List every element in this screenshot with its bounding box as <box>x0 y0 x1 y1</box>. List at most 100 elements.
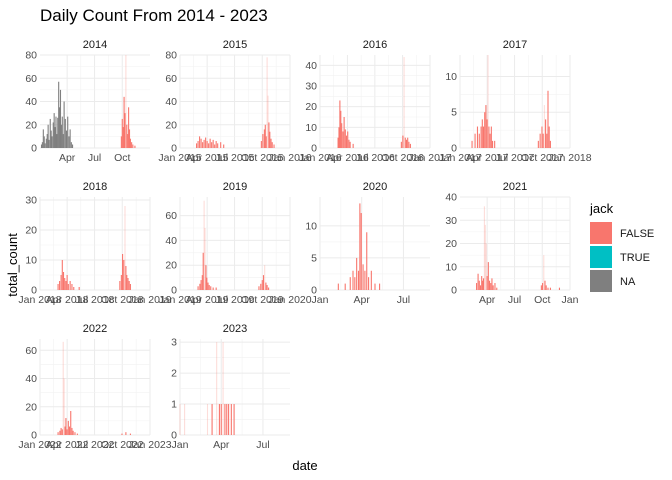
bar <box>65 418 67 435</box>
y-tick-label: 40 <box>305 60 317 72</box>
legend-key-false <box>590 222 612 244</box>
bar <box>206 277 208 290</box>
bar <box>68 426 71 435</box>
bar <box>542 283 544 290</box>
bar <box>73 287 75 290</box>
bar <box>260 141 262 148</box>
bar <box>489 133 491 148</box>
bar <box>487 55 489 148</box>
y-tick-label: 10 <box>445 261 457 273</box>
bar <box>71 144 74 148</box>
bar <box>208 285 210 290</box>
x-tick-label: Jan 2018 <box>18 294 61 306</box>
y-tick-label: 10 <box>305 122 317 134</box>
bar <box>203 139 205 148</box>
x-tick-label: Apr 2022 <box>46 439 89 451</box>
bar <box>362 264 364 290</box>
bar <box>200 280 202 290</box>
x-tick-label: Jan 2020 <box>268 294 311 306</box>
bar <box>197 141 199 148</box>
bar <box>125 266 127 290</box>
bar <box>474 133 476 148</box>
bar <box>400 141 402 148</box>
bar <box>127 278 129 290</box>
y-tick-label: 1 <box>171 399 177 411</box>
bar <box>67 284 69 290</box>
x-tick-label: Jul 2017 <box>495 152 535 164</box>
legend-label: FALSE <box>620 228 654 240</box>
bar <box>337 137 339 148</box>
y-tick-label: 20 <box>25 401 37 413</box>
bar <box>264 265 266 290</box>
y-tick-label: 80 <box>165 50 177 62</box>
bar <box>128 281 130 290</box>
bar <box>49 118 51 148</box>
bar <box>476 283 478 290</box>
bar <box>265 136 267 148</box>
bar <box>66 429 68 435</box>
facet-strip-label: 2020 <box>363 181 387 193</box>
bar <box>476 126 479 148</box>
bar <box>364 270 366 290</box>
bar <box>43 136 45 148</box>
legend-title: jack <box>589 201 614 216</box>
bar <box>482 278 485 290</box>
x-tick-label: Oct 2015 <box>241 152 284 164</box>
legend-label: NA <box>620 276 636 288</box>
x-tick-label: Jan 2016 <box>298 152 341 164</box>
bar <box>484 112 486 148</box>
y-tick-label: 40 <box>165 235 177 247</box>
y-tick-label: 60 <box>25 73 37 85</box>
bar <box>481 119 483 148</box>
bar <box>490 126 492 148</box>
bar <box>222 342 224 435</box>
facet-panel-2020: 2020 0 5 10 Jan Apr Jul <box>305 181 430 306</box>
legend-label: TRUE <box>620 252 650 264</box>
bar <box>481 276 483 290</box>
bar <box>215 141 217 148</box>
y-tick-label: 20 <box>305 101 317 113</box>
bar <box>129 284 131 290</box>
y-tick-label: 0 <box>311 143 317 155</box>
facet-panel-2023: 2023 0 1 2 3 Jan Apr Jul <box>171 323 290 451</box>
bar <box>197 286 199 290</box>
bar <box>492 285 494 290</box>
bar <box>548 126 550 148</box>
bar <box>65 281 67 290</box>
bar <box>57 117 59 148</box>
x-tick-label: Jan <box>172 439 189 451</box>
bar <box>379 283 381 290</box>
bar <box>337 283 339 290</box>
bar <box>184 404 186 435</box>
bar <box>69 281 71 290</box>
x-tick-label: Jul 2015 <box>215 152 255 164</box>
y-tick-label: 5 <box>311 252 317 264</box>
x-tick-label: Jul <box>397 294 410 306</box>
y-tick-label: 30 <box>445 215 457 227</box>
bar <box>123 96 125 148</box>
x-tick-label: Oct 2016 <box>381 152 424 164</box>
x-tick-label: Jul <box>508 294 521 306</box>
bar <box>45 138 47 148</box>
y-tick-label: 20 <box>165 119 177 131</box>
bar <box>55 116 57 148</box>
bar <box>273 144 275 148</box>
x-tick-label: Apr 2016 <box>326 152 369 164</box>
bar <box>211 404 213 435</box>
bar <box>233 404 235 435</box>
y-tick-label: 30 <box>25 195 37 207</box>
bar <box>121 433 123 435</box>
bar <box>210 286 212 290</box>
bar <box>216 342 218 435</box>
x-tick-label: Apr <box>479 294 496 306</box>
y-tick-label: 20 <box>25 225 37 237</box>
y-tick-label: 0 <box>451 285 457 297</box>
bar <box>471 140 473 148</box>
bar <box>268 287 270 290</box>
bar <box>202 142 204 148</box>
bar <box>179 404 181 435</box>
bar <box>134 145 136 148</box>
x-tick-label: Apr <box>59 152 76 164</box>
bar <box>539 133 541 148</box>
